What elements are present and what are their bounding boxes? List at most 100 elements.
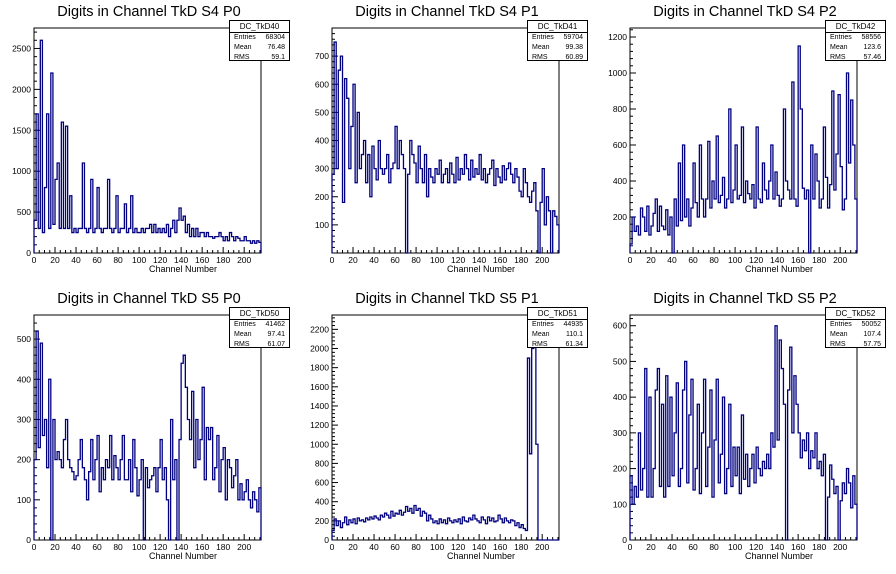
y-tick-label: 1000 [310, 439, 329, 449]
stats-value: 59704 [563, 34, 583, 41]
y-tick-label: 1200 [608, 32, 627, 42]
stats-row: Entries 41462 [230, 320, 289, 330]
x-tick-label: 40 [369, 542, 379, 552]
stats-histogram-name: DC_TkD51 [528, 308, 587, 320]
x-tick-label: 100 [430, 255, 444, 265]
x-tick-label: 40 [71, 255, 81, 265]
histogram-series-line [331, 323, 559, 541]
stats-row: Mean 76.48 [230, 43, 289, 53]
y-tick-label: 2200 [310, 324, 329, 334]
stats-label: Entries [532, 321, 554, 328]
histogram-panel: Digits in Channel TkD S4 P0 0 20 40 60 80 100 1… [0, 0, 298, 287]
x-tick-label: 0 [628, 542, 633, 552]
x-axis-label: Channel Number [447, 551, 515, 561]
x-tick-label: 60 [688, 542, 698, 552]
stats-row: RMS 57.75 [826, 340, 885, 350]
stats-label: Entries [234, 34, 256, 41]
stats-value: 50052 [861, 321, 881, 328]
stats-label: Mean [830, 44, 848, 51]
y-tick-label: 0 [324, 535, 329, 545]
x-tick-label: 40 [667, 255, 677, 265]
histogram-panel: Digits in Channel TkD S5 P2 0 20 40 60 80 100 1… [596, 287, 894, 574]
x-tick-label: 80 [709, 542, 719, 552]
stats-histogram-name: DC_TkD40 [230, 21, 289, 33]
stats-label: Mean [830, 331, 848, 338]
y-tick-label: 400 [613, 176, 627, 186]
histogram-panel: Digits in Channel TkD S5 P1 0 20 40 60 80 100 1… [298, 287, 596, 574]
x-tick-label: 200 [833, 542, 847, 552]
histogram-svg: 0 20 40 60 80 100 120 140 160 180 2000500100015002… [12, 27, 262, 274]
y-tick-label: 0 [26, 248, 31, 258]
x-tick-label: 200 [535, 255, 549, 265]
stats-label: RMS [234, 341, 250, 348]
histogram-series-line [33, 39, 262, 253]
stats-value: 110.1 [566, 331, 583, 338]
y-tick-label: 800 [613, 104, 627, 114]
x-tick-label: 120 [451, 255, 465, 265]
stats-row: RMS 59.1 [230, 53, 289, 63]
x-tick-label: 160 [791, 255, 805, 265]
stats-label: RMS [234, 54, 250, 61]
x-tick-label: 180 [216, 542, 230, 552]
stats-row: RMS 57.46 [826, 53, 885, 63]
stats-value: 44935 [563, 321, 583, 328]
x-axis-label: Channel Number [149, 264, 217, 274]
x-tick-label: 100 [430, 542, 444, 552]
y-tick-label: 300 [17, 414, 31, 424]
stats-value: 61.34 [565, 341, 583, 348]
x-tick-label: 20 [348, 255, 358, 265]
histogram-series-line [33, 330, 262, 541]
stats-box: DC_TkD50 Entries 41462 Mean 97.41 RMS 61.07 [229, 307, 290, 348]
x-tick-label: 120 [749, 542, 763, 552]
x-tick-label: 40 [71, 542, 81, 552]
x-tick-label: 180 [514, 255, 528, 265]
stats-row: Mean 123.6 [826, 43, 885, 53]
x-tick-label: 40 [369, 255, 379, 265]
x-tick-label: 180 [216, 255, 230, 265]
stats-value: 61.07 [267, 341, 285, 348]
stats-value: 97.41 [267, 331, 285, 338]
histogram-panel: Digits in Channel TkD S5 P0 0 20 40 60 80 100 1… [0, 287, 298, 574]
x-tick-label: 140 [770, 255, 784, 265]
histogram-svg: 0 20 40 60 80 100 120 140 160 180 2000200400600800… [310, 314, 560, 561]
y-tick-label: 200 [315, 516, 329, 526]
x-tick-label: 200 [535, 542, 549, 552]
stats-row: RMS 61.07 [230, 340, 289, 350]
y-tick-label: 700 [315, 51, 329, 61]
x-tick-label: 100 [132, 255, 146, 265]
x-axis-label: Channel Number [745, 264, 813, 274]
y-tick-label: 100 [17, 495, 31, 505]
stats-box: DC_TkD52 Entries 50052 Mean 107.4 RMS 57.75 [825, 307, 886, 348]
plot-frame [331, 314, 560, 541]
x-tick-label: 160 [195, 255, 209, 265]
x-tick-label: 60 [688, 255, 698, 265]
y-tick-label: 200 [613, 212, 627, 222]
histogram-series-line [629, 325, 858, 541]
stats-box: DC_TkD40 Entries 68304 Mean 76.48 RMS 59.1 [229, 20, 290, 61]
x-tick-label: 20 [646, 542, 656, 552]
x-tick-label: 60 [92, 255, 102, 265]
stats-histogram-name: DC_TkD50 [230, 308, 289, 320]
stats-value: 107.4 [863, 331, 881, 338]
x-tick-label: 200 [833, 255, 847, 265]
y-tick-label: 2000 [310, 344, 329, 354]
x-tick-label: 140 [174, 542, 188, 552]
x-tick-label: 200 [237, 542, 251, 552]
x-tick-label: 140 [472, 255, 486, 265]
stats-row: Entries 50052 [826, 320, 885, 330]
x-tick-label: 20 [348, 542, 358, 552]
x-tick-label: 60 [390, 255, 400, 265]
stats-label: Entries [234, 321, 256, 328]
y-tick-label: 600 [315, 478, 329, 488]
y-tick-label: 500 [17, 207, 31, 217]
y-tick-label: 500 [315, 107, 329, 117]
stats-row: Entries 59704 [528, 33, 587, 43]
y-tick-label: 2000 [12, 84, 31, 94]
x-tick-label: 120 [153, 255, 167, 265]
y-tick-label: 800 [315, 458, 329, 468]
stats-label: RMS [532, 341, 548, 348]
stats-row: Mean 99.38 [528, 43, 587, 53]
y-tick-label: 1800 [310, 363, 329, 373]
stats-row: Mean 110.1 [528, 330, 587, 340]
y-tick-label: 400 [17, 374, 31, 384]
